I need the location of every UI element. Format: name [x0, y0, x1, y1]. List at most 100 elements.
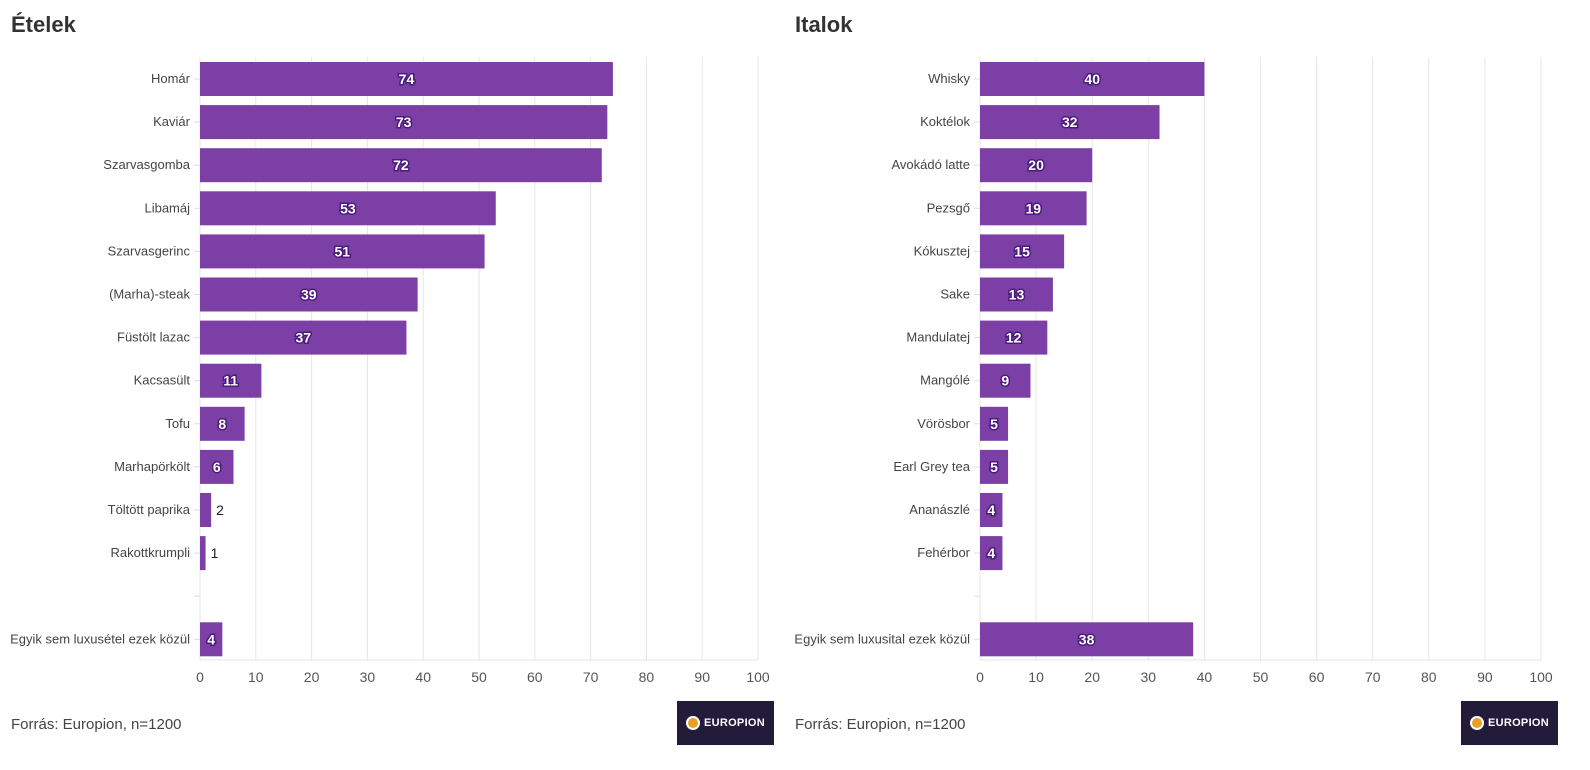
data-label: 72	[393, 157, 409, 173]
bar	[980, 536, 1003, 571]
data-label: 40	[1084, 71, 1100, 87]
data-label: 32	[1062, 114, 1078, 130]
x-tick-label: 50	[471, 669, 487, 685]
bar	[200, 148, 602, 183]
category-label: Ananászlé	[909, 502, 970, 517]
x-tick-label: 10	[1028, 669, 1044, 685]
x-tick-label: 50	[1253, 669, 1269, 685]
data-label: 74	[399, 71, 415, 87]
chart-title: Italok	[795, 12, 853, 37]
source-note: Forrás: Europion, n=1200	[795, 716, 966, 733]
bar	[980, 105, 1160, 140]
category-label: Szarvasgerinc	[108, 243, 191, 258]
europion-logo: EUROPION	[677, 701, 774, 745]
x-tick-label: 20	[1084, 669, 1100, 685]
x-tick-label: 90	[694, 669, 710, 685]
data-label: 6	[213, 459, 221, 475]
bar	[200, 449, 234, 484]
bar	[200, 536, 206, 571]
bar	[980, 148, 1093, 183]
bar	[200, 62, 613, 96]
bar	[980, 493, 1003, 527]
bar	[980, 363, 1031, 398]
data-label: 9	[1001, 373, 1009, 389]
x-tick-label: 70	[583, 669, 599, 685]
data-label: 73	[396, 114, 412, 130]
category-label: Fehérbor	[917, 545, 970, 560]
category-label: Kókusztej	[914, 243, 970, 258]
x-tick-label: 20	[304, 669, 320, 685]
data-label: 2	[216, 502, 224, 518]
data-label: 20	[1028, 157, 1044, 173]
category-label: Earl Grey tea	[893, 459, 970, 474]
x-tick-label: 90	[1477, 669, 1493, 685]
category-label: Pezsgő	[927, 200, 970, 215]
bar	[200, 277, 418, 312]
data-label: 13	[1009, 287, 1025, 303]
x-tick-label: 30	[360, 669, 376, 685]
data-label: 1	[211, 545, 219, 561]
x-tick-label: 40	[1197, 669, 1213, 685]
category-label: Egyik sem luxusital ezek közül	[794, 631, 970, 646]
category-label: Tofu	[165, 416, 190, 431]
category-label: Avokádó latte	[891, 157, 970, 172]
category-label: Vörösbor	[917, 416, 970, 431]
bar	[200, 105, 608, 140]
bar	[200, 406, 245, 441]
category-label: Kacsasült	[134, 373, 191, 388]
x-tick-label: 30	[1141, 669, 1157, 685]
logo-text: EUROPION	[1487, 717, 1550, 729]
category-label: Marhapörkölt	[114, 459, 190, 474]
data-label: 5	[990, 459, 998, 475]
category-label: Kaviár	[153, 114, 191, 129]
data-label: 4	[987, 545, 995, 561]
bar	[200, 622, 223, 657]
bar	[200, 363, 262, 398]
category-label: Rakottkrumpli	[111, 545, 191, 560]
bar-chart-etelek: 0 10 20 30 40 50 60 70 80 90 100 Homár 74 Kaviár 73 Sza…	[10, 57, 770, 685]
x-tick-label: 40	[415, 669, 431, 685]
category-label: Füstölt lazac	[117, 330, 190, 345]
data-label: 38	[1079, 631, 1095, 647]
x-tick-label: 0	[976, 669, 984, 685]
logo-icon	[685, 716, 700, 730]
category-label: Töltött paprika	[108, 502, 191, 517]
data-label: 11	[223, 373, 238, 389]
data-label: 4	[207, 631, 215, 647]
chart-title: Ételek	[11, 12, 76, 37]
data-label: 19	[1026, 200, 1042, 216]
x-tick-label: 80	[639, 669, 655, 685]
x-tick-label: 0	[196, 669, 204, 685]
data-label: 4	[987, 502, 995, 518]
x-tick-label: 60	[527, 669, 543, 685]
bar	[980, 62, 1205, 96]
chart-panel-italok: Italok 0 10 20 30 40 50 60 70 80 90 100 Whisky 40 Kok…	[780, 0, 1560, 770]
bar	[980, 277, 1053, 312]
bar	[200, 234, 485, 269]
category-label: Egyik sem luxusétel ezek közül	[10, 631, 190, 646]
data-label: 53	[340, 200, 356, 216]
data-label: 8	[218, 416, 226, 432]
bar	[980, 191, 1087, 226]
bar	[980, 449, 1009, 484]
bar	[980, 320, 1048, 355]
x-tick-label: 60	[1309, 669, 1325, 685]
category-label: Whisky	[928, 71, 970, 86]
logo-icon	[1469, 716, 1484, 730]
bar	[200, 493, 212, 527]
data-label: 15	[1014, 243, 1030, 259]
category-label: Mangólé	[920, 373, 970, 388]
bar	[200, 191, 496, 226]
europion-logo: EUROPION	[1461, 701, 1558, 745]
bar	[980, 622, 1194, 657]
data-label: 37	[295, 330, 311, 346]
bar	[980, 234, 1065, 269]
x-tick-label: 80	[1421, 669, 1437, 685]
category-label: Szarvasgomba	[103, 157, 190, 172]
bar-chart-italok: 0 10 20 30 40 50 60 70 80 90 100 Whisky 40 Koktélok 32…	[794, 57, 1553, 685]
category-label: Homár	[151, 71, 191, 86]
data-label: 12	[1006, 330, 1022, 346]
x-tick-label: 10	[248, 669, 264, 685]
x-tick-label: 100	[1529, 669, 1553, 685]
bar	[980, 406, 1009, 441]
